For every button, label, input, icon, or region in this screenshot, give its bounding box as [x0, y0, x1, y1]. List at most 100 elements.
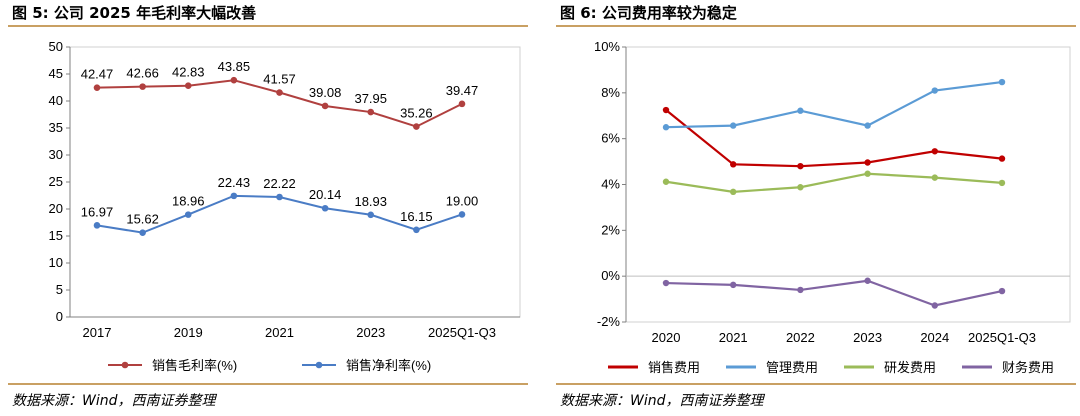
y-tick-label: 8%	[601, 85, 620, 100]
series-1-point	[367, 211, 375, 219]
series-1-point	[276, 193, 283, 201]
expense-ratio-chart: -2% 0% 2% 4% 6% 8% 10% 2020 2021 2022 2023 2024 2025…	[594, 39, 1071, 375]
figure-5-panel: 图 5: 公司 2025 年毛利率大幅改善 0 5 10 15 20 25 30 35 40 45…	[8, 0, 532, 416]
source-rule	[8, 383, 528, 385]
series-1-point	[184, 211, 192, 218]
series-0-point	[139, 83, 146, 90]
y-tick-label: 4%	[601, 177, 620, 192]
series-0-point	[321, 102, 329, 110]
figure-6-title: 图 6: 公司费用率较为稳定	[560, 4, 737, 22]
y-tick-label: 0%	[601, 268, 620, 283]
series-1-data-label: 16.97	[81, 204, 114, 219]
series-1-data-label: 18.96	[172, 194, 205, 209]
x-tick-label: 2025Q1-Q3	[968, 330, 1036, 345]
title-rule	[556, 25, 1076, 27]
figure-6-source: 数据来源：Wind，西南证券整理	[560, 393, 764, 409]
x-tick-label: 2023	[356, 325, 385, 340]
series-3-point	[864, 277, 871, 284]
series-0-point	[230, 76, 238, 84]
series-0-data-label: 39.08	[309, 85, 342, 100]
x-tick-label: 2025Q1-Q3	[428, 325, 496, 340]
title-rule	[8, 25, 528, 27]
series-0-point	[730, 161, 737, 168]
y-tick-label: 10%	[594, 39, 620, 54]
series-2-line	[665, 172, 1003, 193]
x-tick-label: 2019	[174, 325, 203, 340]
series-2-point	[931, 174, 938, 181]
series-0-point	[662, 106, 670, 114]
legend-label: 销售净利率(%)	[346, 358, 431, 373]
y-tick-label: 0	[56, 309, 63, 324]
y-tick-label: 10	[49, 255, 63, 270]
series-1-data-label: 22.22	[263, 176, 296, 191]
series-1-point	[321, 204, 329, 212]
x-tick-label: 2021	[719, 330, 748, 345]
series-1-point	[139, 229, 146, 236]
series-0-data-label: 37.95	[354, 91, 387, 106]
series-0-point	[998, 155, 1006, 162]
series-3-point	[662, 279, 670, 287]
series-3-point	[797, 286, 804, 294]
gross-net-margin-chart: 0 5 10 15 20 25 30 35 40 45 50 2017 2019 2021 2023 2025…	[49, 39, 521, 373]
source-rule	[556, 383, 1076, 385]
series-1-point	[413, 226, 420, 234]
y-tick-label: 50	[49, 39, 63, 54]
y-tick-label: 6%	[601, 131, 620, 146]
y-tick-label: -2%	[597, 314, 621, 329]
y-tick-label: 5	[56, 282, 63, 297]
series-1-point	[93, 222, 101, 229]
legend-label: 销售费用	[648, 360, 700, 375]
figure-5-source: 数据来源：Wind，西南证券整理	[12, 393, 216, 409]
series-0-data-label: 35.26	[400, 106, 433, 121]
series-1-point	[662, 124, 670, 131]
legend-label: 销售毛利率(%)	[152, 358, 237, 373]
y-tick-label: 45	[49, 66, 63, 81]
y-tick-label: 25	[49, 174, 63, 189]
series-0-point	[864, 159, 871, 166]
y-tick-label: 35	[49, 120, 63, 135]
series-1-data-label: 22.43	[218, 175, 251, 190]
series-0-data-label: 42.83	[172, 65, 205, 80]
series-3-line	[665, 279, 1003, 307]
series-0-point	[184, 82, 192, 90]
series-0-point	[413, 123, 420, 130]
series-1-point	[230, 192, 238, 200]
y-tick-label: 40	[49, 93, 63, 108]
figure-5-title: 图 5: 公司 2025 年毛利率大幅改善	[12, 4, 257, 22]
series-0-data-label: 42.47	[81, 67, 114, 82]
series-1-point	[797, 107, 804, 114]
series-1-point	[864, 122, 871, 129]
series-2-point	[998, 179, 1006, 187]
y-tick-label: 30	[49, 147, 63, 162]
series-1-data-label: 16.15	[400, 209, 433, 224]
series-0-line	[665, 109, 1003, 168]
series-1-point	[458, 211, 466, 218]
x-tick-label: 2023	[853, 330, 882, 345]
series-1-line	[665, 80, 1003, 129]
figure-6-panel: 图 6: 公司费用率较为稳定 -2% 0% 2% 4% 6% 8% 10% 2020 2021 2…	[556, 0, 1080, 416]
series-1-data-label: 19.00	[446, 193, 479, 208]
series-0-data-label: 43.85	[218, 59, 251, 74]
series-0-point	[276, 89, 283, 96]
y-tick-label: 15	[49, 228, 63, 243]
series-2-point	[797, 184, 804, 191]
legend-swatch-marker	[315, 361, 323, 369]
series-2-point	[662, 178, 670, 185]
series-2-point	[864, 170, 871, 177]
series-0-point	[93, 84, 101, 91]
x-tick-label: 2020	[652, 330, 681, 345]
series-1-data-label: 15.62	[126, 212, 159, 227]
series-2-point	[730, 188, 737, 196]
series-1-data-label: 18.93	[354, 194, 387, 209]
series-1-point	[998, 78, 1006, 86]
legend-label: 财务费用	[1002, 360, 1054, 375]
series-0-data-label: 42.66	[126, 66, 159, 81]
legend-swatch-marker	[121, 361, 129, 369]
series-0-data-label: 41.57	[263, 72, 296, 87]
series-3-point	[931, 302, 938, 309]
series-0-point	[931, 148, 938, 155]
series-1-point	[730, 122, 737, 129]
series-1-point	[931, 87, 938, 94]
y-tick-label: 20	[49, 201, 63, 216]
series-1-data-label: 20.14	[309, 187, 342, 202]
